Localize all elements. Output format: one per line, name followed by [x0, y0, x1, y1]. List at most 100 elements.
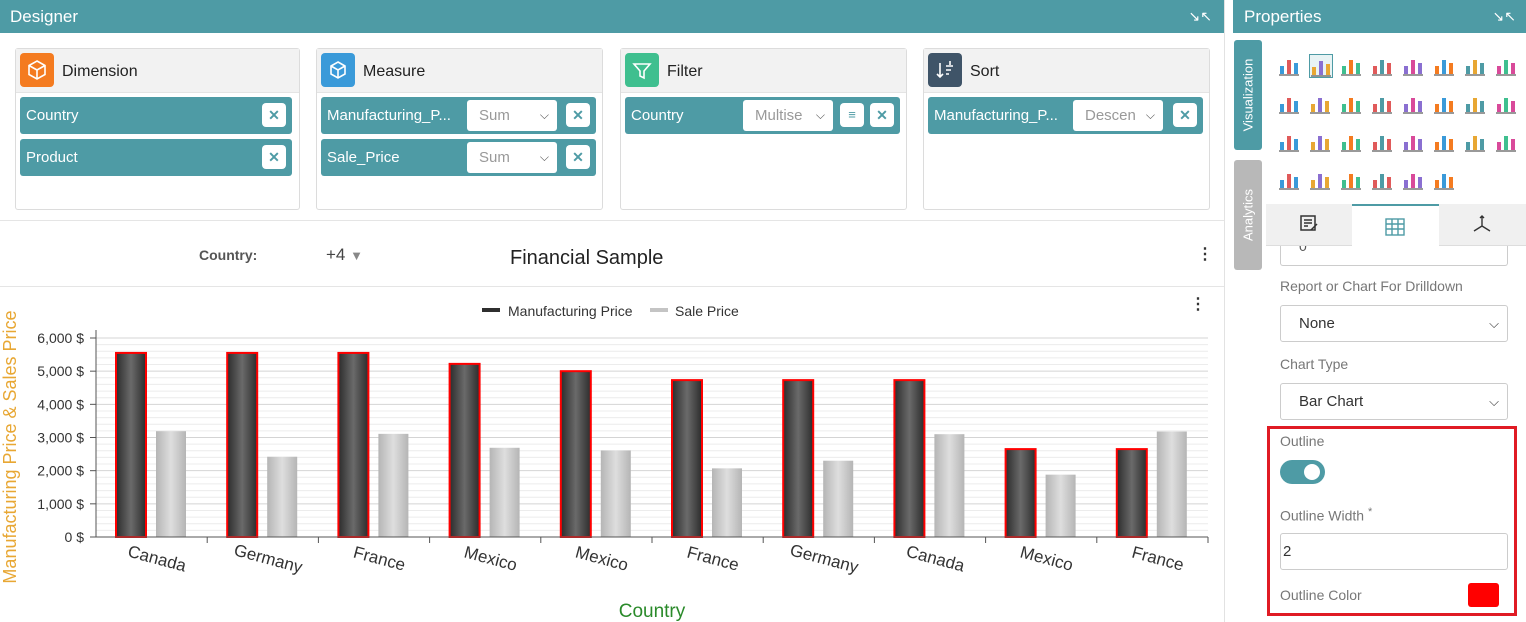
- measure-chip-sale-price[interactable]: Sale_Price Sum ⌵ ✕: [321, 139, 596, 176]
- collapse-designer-icon[interactable]: ↘↖: [1188, 8, 1212, 24]
- x-tick-label: Canada: [904, 542, 967, 576]
- list-chart-icon[interactable]: [1402, 130, 1426, 154]
- kpi-card-icon[interactable]: [1278, 168, 1302, 192]
- column-chart-icon[interactable]: [1340, 92, 1364, 116]
- subtab-general[interactable]: [1266, 204, 1352, 246]
- radar-chart-icon[interactable]: [1371, 92, 1395, 116]
- bar-sale-price: [934, 434, 965, 537]
- tab-visualization[interactable]: Visualization: [1234, 40, 1262, 150]
- sort-icon: [928, 53, 962, 87]
- chip-label: Manufacturing_P...: [934, 107, 1058, 124]
- bar-manufacturing-price: [115, 351, 147, 538]
- bar-sale-price: [1045, 474, 1076, 537]
- filter-funnel-icon: [625, 53, 659, 87]
- measure-chip-manufacturing[interactable]: Manufacturing_P... Sum ⌵ ✕: [321, 97, 596, 134]
- line-area-chart-icon[interactable]: [1309, 54, 1333, 78]
- donut-chart-icon[interactable]: [1309, 92, 1333, 116]
- remove-icon[interactable]: ✕: [566, 103, 590, 127]
- candlestick-icon[interactable]: [1309, 168, 1333, 192]
- chevron-down-icon: ⌵: [1145, 108, 1155, 122]
- bar-line-icon[interactable]: [1495, 130, 1519, 154]
- area-chart-icon[interactable]: [1371, 54, 1395, 78]
- ring-chart-icon[interactable]: [1340, 130, 1364, 154]
- bar-sale-price: [600, 450, 631, 537]
- bar-sale-price: [712, 468, 742, 537]
- bar-manufacturing-price: [1004, 448, 1037, 539]
- designer-title: Designer: [10, 7, 79, 26]
- drilldown-value: None: [1299, 315, 1335, 332]
- spline-chart-icon[interactable]: [1433, 92, 1457, 116]
- scatter-line-icon[interactable]: [1464, 54, 1488, 78]
- card-chart-icon[interactable]: [1402, 168, 1426, 192]
- chart-menu-icon[interactable]: ⋮: [1190, 296, 1206, 313]
- properties-header: Properties ↘↖: [1233, 0, 1526, 33]
- edit-form-icon: [1300, 215, 1318, 231]
- outline-width-input[interactable]: 2: [1280, 533, 1508, 570]
- x-tick-label: Canada: [126, 542, 189, 576]
- legend-manufacturing[interactable]: Manufacturing Price: [508, 303, 633, 319]
- sort-chip-manufacturing[interactable]: Manufacturing_P... Descen ⌵ ✕: [928, 97, 1203, 134]
- chevron-down-icon: ⌵: [539, 150, 549, 164]
- bar-chart-icon[interactable]: [1340, 54, 1364, 78]
- filter-settings-icon[interactable]: ≡: [840, 103, 864, 127]
- partial-input[interactable]: 0: [1280, 246, 1508, 266]
- heatmap-icon[interactable]: [1402, 92, 1426, 116]
- dimension-chip-country[interactable]: Country ✕: [20, 97, 292, 134]
- legend-swatch-sale: [650, 308, 668, 312]
- dimension-card: Dimension Country ✕ Product ✕: [15, 48, 300, 210]
- remove-icon[interactable]: ✕: [566, 145, 590, 169]
- chip-label: Product: [26, 149, 78, 166]
- table-chart-icon[interactable]: [1278, 54, 1302, 78]
- trend-area-icon[interactable]: [1433, 168, 1457, 192]
- pie-chart-icon[interactable]: [1278, 92, 1302, 116]
- chevron-down-icon: ⌵: [1489, 394, 1499, 409]
- dimension-cube-icon: [20, 53, 54, 87]
- thermometer-icon[interactable]: [1495, 92, 1519, 116]
- sort-order-select[interactable]: Descen ⌵: [1073, 100, 1163, 131]
- filter-chip-country[interactable]: Country Multise ⌵ ≡ ✕: [625, 97, 900, 134]
- outline-width-label: Outline Width *: [1280, 506, 1372, 524]
- subtab-axis[interactable]: [1439, 204, 1526, 246]
- remove-icon[interactable]: ✕: [262, 145, 286, 169]
- remove-icon[interactable]: ✕: [870, 103, 894, 127]
- aggregation-select[interactable]: Sum ⌵: [467, 142, 557, 173]
- collapse-properties-icon[interactable]: ↘↖: [1492, 8, 1516, 24]
- x-tick-label: Mexico: [1018, 543, 1075, 575]
- panel-divider[interactable]: [1224, 0, 1233, 622]
- dimension-chip-product[interactable]: Product ✕: [20, 139, 292, 176]
- gauge-icon[interactable]: [1464, 92, 1488, 116]
- drilldown-select[interactable]: None ⌵: [1280, 305, 1508, 342]
- grid-table-icon[interactable]: [1371, 130, 1395, 154]
- measure-card: Measure Manufacturing_P... Sum ⌵ ✕ Sale_P…: [316, 48, 603, 210]
- bubble-chart-icon[interactable]: [1371, 168, 1395, 192]
- report-menu-icon[interactable]: ⋮: [1197, 246, 1213, 263]
- chart-type-value: Bar Chart: [1299, 393, 1364, 410]
- multi-line-icon[interactable]: [1433, 54, 1457, 78]
- outline-color-swatch[interactable]: [1468, 583, 1499, 607]
- sort-title: Sort: [970, 63, 1000, 80]
- chart-type-select[interactable]: Bar Chart ⌵: [1280, 383, 1508, 420]
- combo-chart-icon[interactable]: [1278, 130, 1302, 154]
- chevron-down-icon: ⌵: [815, 108, 825, 122]
- legend-sale[interactable]: Sale Price: [675, 303, 739, 319]
- tab-analytics[interactable]: Analytics: [1234, 160, 1262, 270]
- filter-mode-select[interactable]: Multise ⌵: [743, 100, 833, 131]
- separator: [0, 220, 1224, 221]
- map-chart-icon[interactable]: [1340, 168, 1364, 192]
- properties-title: Properties: [1244, 7, 1322, 26]
- remove-icon[interactable]: ✕: [1173, 103, 1197, 127]
- stacked-bar-icon[interactable]: [1402, 54, 1426, 78]
- aggregation-value: Sum: [479, 107, 510, 124]
- aggregation-value: Sum: [479, 149, 510, 166]
- y-tick-label: 5,000 $: [37, 363, 84, 379]
- aggregation-select[interactable]: Sum ⌵: [467, 100, 557, 131]
- gear-chart-icon[interactable]: [1309, 130, 1333, 154]
- funnel-chart-icon[interactable]: [1495, 54, 1519, 78]
- subtab-table[interactable]: [1352, 204, 1439, 247]
- measure-title: Measure: [363, 63, 426, 80]
- outline-toggle[interactable]: [1280, 460, 1325, 484]
- horizontal-bar-icon[interactable]: [1464, 130, 1488, 154]
- remove-icon[interactable]: ✕: [262, 103, 286, 127]
- pyramid-chart-icon[interactable]: [1433, 130, 1457, 154]
- filter-value[interactable]: +4 ▼: [326, 245, 363, 265]
